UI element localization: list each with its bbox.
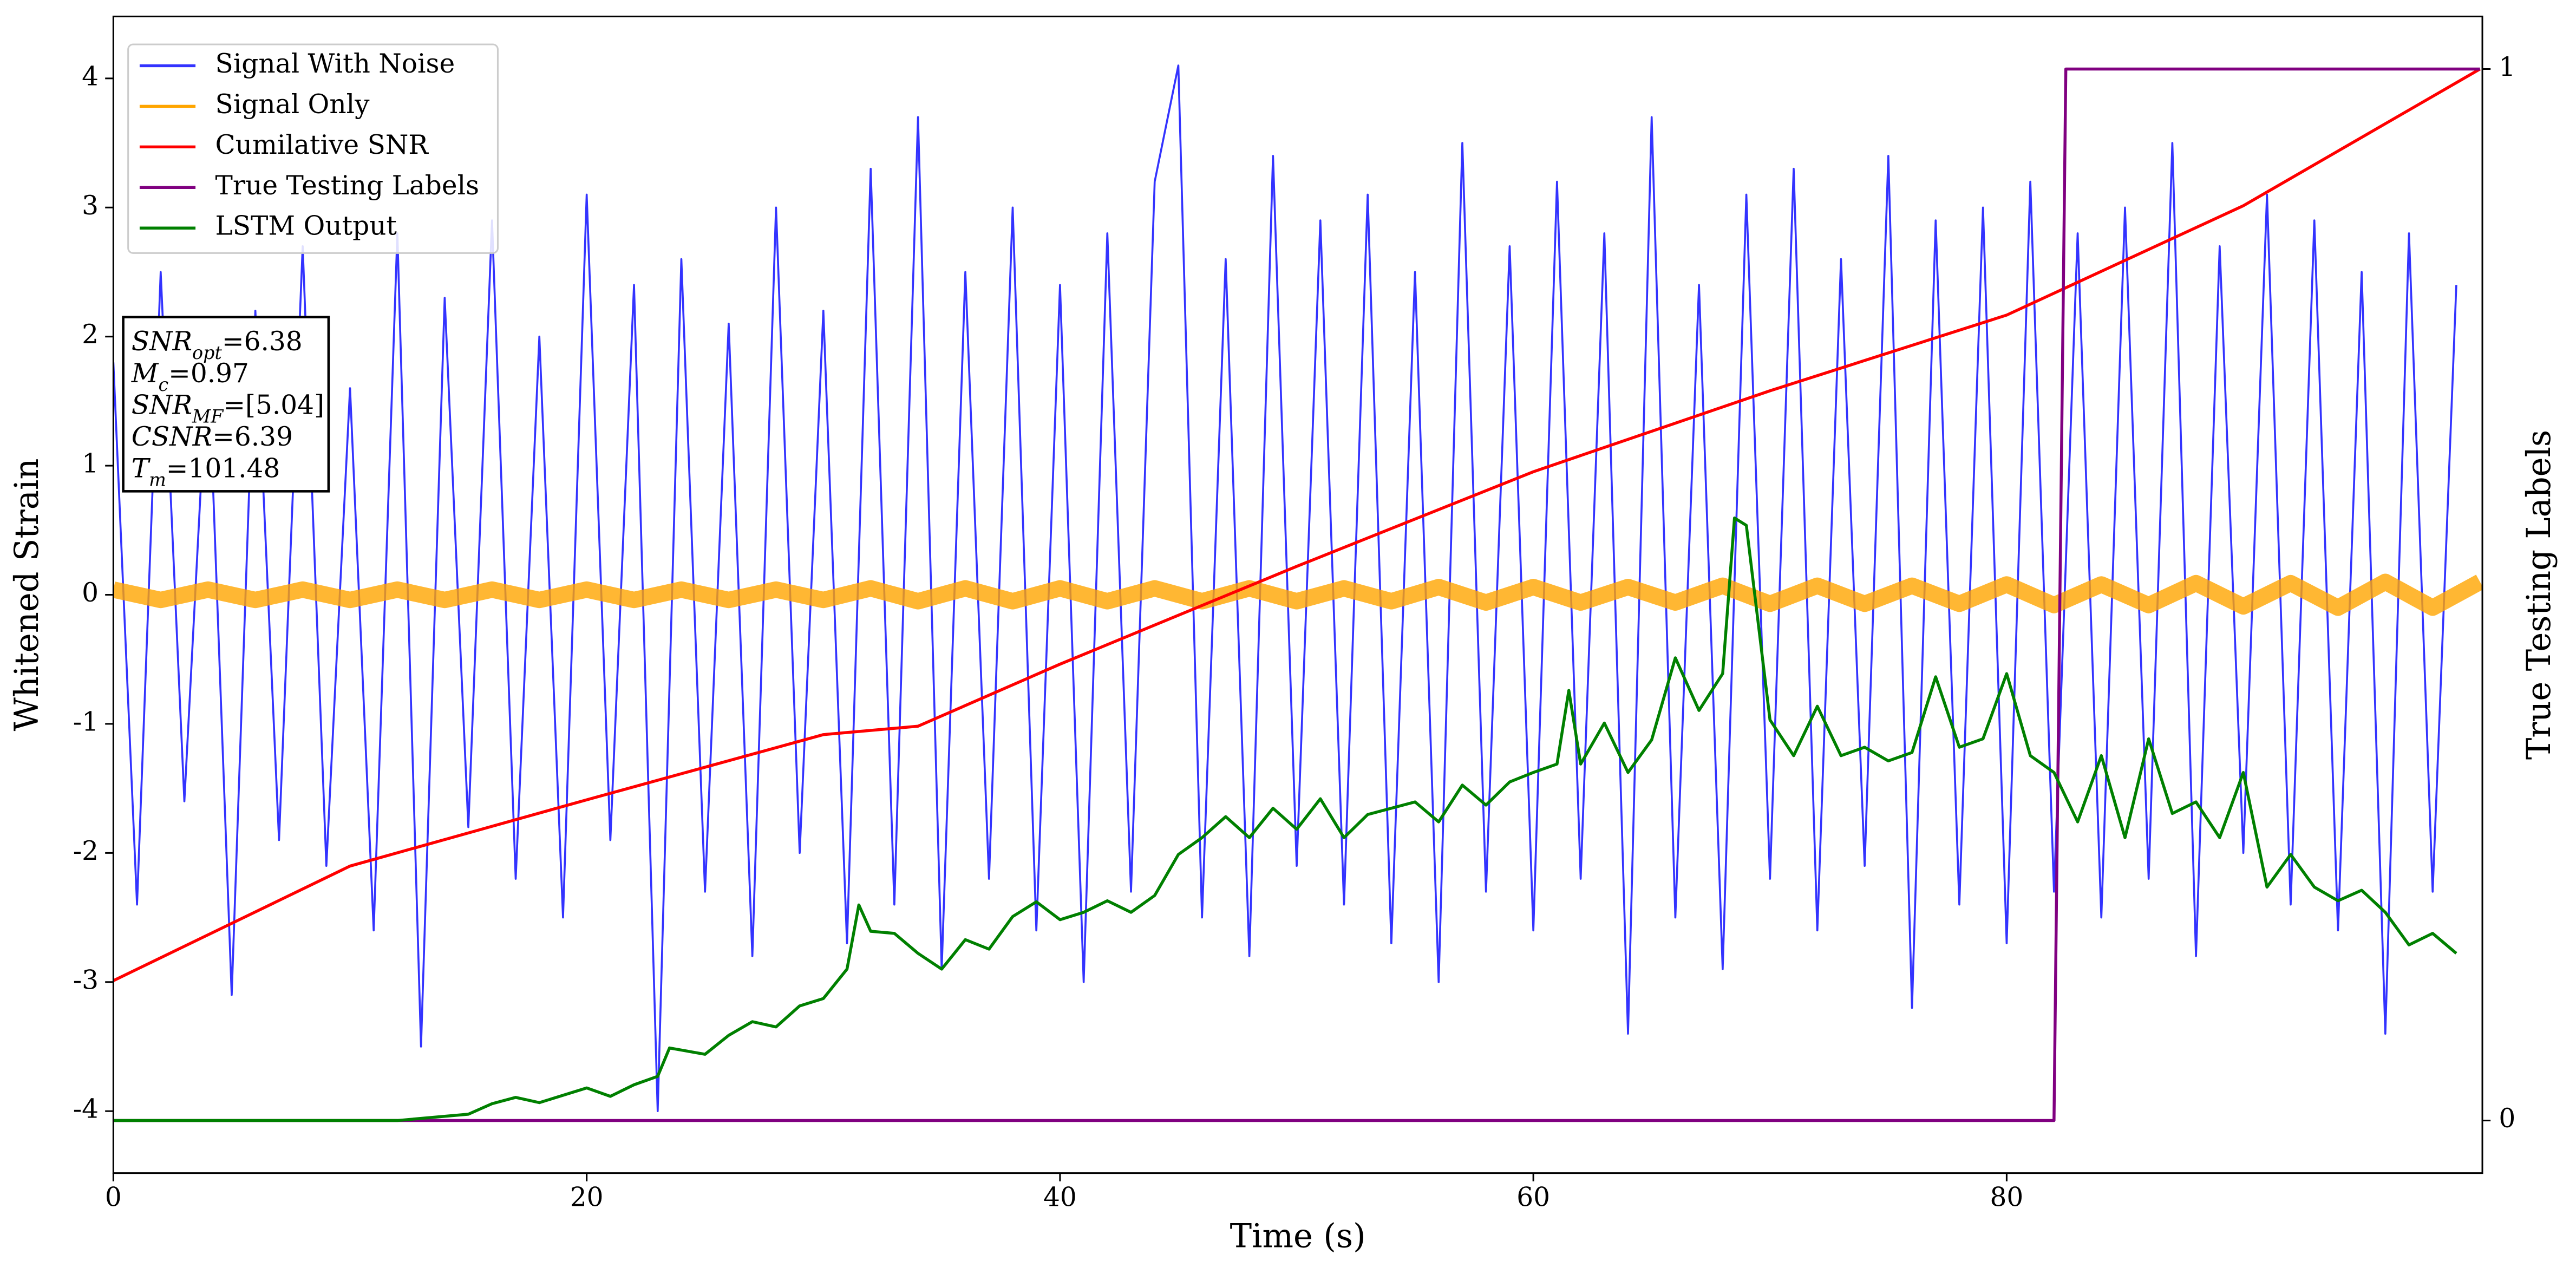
x-tick-label: 40 [1043,1182,1077,1213]
legend-label: Signal Only [215,89,370,120]
annotation-box [122,316,330,493]
annotation-text: =0.97 [168,358,249,388]
y-tick-label: 1 [82,449,99,479]
annotation-line: Tm=101.48 [132,453,280,490]
x-tick-label: 20 [570,1182,604,1213]
x-axis-label: Time (s) [1230,1218,1366,1256]
annotation-base: SNR [132,326,192,357]
series-line [113,68,2481,982]
y-tick-label: 0 [82,578,99,608]
annotation-sub: c [158,374,168,395]
annotation: SNRopt=6.38Mc=0.97SNRMF=[5.04]CSNR=6.39T… [122,316,330,493]
y-axis-label: Whitened Strain [8,459,46,731]
annotation-base: T [132,453,151,484]
series-line [113,64,2457,1113]
legend-label: Cumilative SNR [215,130,429,160]
annotation-sub: opt [192,342,222,363]
annotation-text: =101.48 [166,453,280,484]
legend-label: True Testing Labels [215,171,480,201]
y-tick-label: -4 [73,1094,99,1125]
y-tick-label: 2 [82,319,99,350]
series-line [113,517,2457,1122]
y-tick-label: 3 [82,191,99,221]
y-tick-label: 4 [82,61,99,92]
plot-area [113,64,2483,1122]
legend-box [127,43,499,254]
annotation-text: =6.38 [222,326,303,357]
series-line [113,573,2483,616]
legend-label: LSTM Output [215,211,397,241]
y-tick-label: -1 [73,707,99,737]
y-tick-label: -3 [73,965,99,995]
annotation-sub: m [149,469,166,490]
annotation-text: =[5.04] [223,390,324,420]
annotation-base: CSNR [132,421,212,452]
series-line [113,67,2480,1122]
y2-axis-label: True Testing Labels [2520,430,2558,760]
annotation-line: Mc=0.97 [131,358,249,395]
x-tick-label: 0 [105,1182,122,1213]
legend-label: Signal With Noise [215,49,455,79]
y-tick-label: -2 [73,836,99,866]
legend: Signal With Noise Signal Only Cumilative S… [127,43,499,254]
annotation-line: SNRMF=[5.04] [132,390,324,427]
annotation-sub: MF [192,406,224,427]
annotation-line: CSNR=6.39 [132,421,293,452]
y2-tick-label: 0 [2499,1103,2515,1134]
y2-tick-label: 1 [2499,52,2515,82]
annotation-text: =6.39 [212,421,293,452]
x-tick-label: 80 [1990,1182,2024,1213]
annotation-base: SNR [132,390,192,420]
annotation-base: M [131,358,159,388]
x-tick-label: 60 [1516,1182,1550,1213]
annotation-line: SNRopt=6.38 [132,326,303,363]
